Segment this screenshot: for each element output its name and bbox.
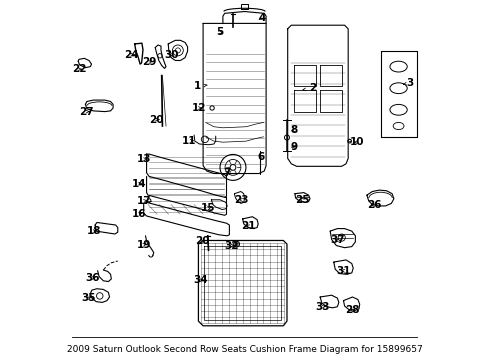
Text: 28: 28 <box>345 305 359 315</box>
Text: 22: 22 <box>72 64 86 74</box>
Text: 16: 16 <box>132 209 146 219</box>
Text: 9: 9 <box>290 142 297 152</box>
Text: 35: 35 <box>81 293 95 303</box>
Text: 4: 4 <box>258 13 265 23</box>
Text: 11: 11 <box>181 136 196 146</box>
Text: 26: 26 <box>366 200 381 210</box>
Text: 24: 24 <box>124 50 139 60</box>
Text: 13: 13 <box>137 154 151 164</box>
Text: 2: 2 <box>303 83 316 93</box>
Text: 36: 36 <box>85 273 100 283</box>
Text: 23: 23 <box>234 195 248 205</box>
Text: 5: 5 <box>216 27 223 37</box>
Text: 27: 27 <box>80 107 94 117</box>
Text: 10: 10 <box>349 137 364 147</box>
Text: 37: 37 <box>330 235 345 246</box>
Text: 29: 29 <box>142 57 156 67</box>
Text: 34: 34 <box>193 275 207 285</box>
Text: 18: 18 <box>86 226 101 236</box>
Text: 33: 33 <box>315 302 329 312</box>
Text: 31: 31 <box>336 266 350 276</box>
Text: 8: 8 <box>290 125 297 135</box>
Text: 21: 21 <box>241 221 256 231</box>
Text: 7: 7 <box>223 168 230 178</box>
Text: 30: 30 <box>164 50 179 60</box>
Text: 19: 19 <box>136 240 151 250</box>
Text: 12: 12 <box>191 103 206 113</box>
Text: 15: 15 <box>201 203 215 213</box>
Text: 32: 32 <box>224 240 238 251</box>
Text: 2009 Saturn Outlook Second Row Seats Cushion Frame Diagram for 15899657: 2009 Saturn Outlook Second Row Seats Cus… <box>66 345 422 354</box>
Text: 6: 6 <box>257 152 264 162</box>
Text: 20: 20 <box>149 114 163 125</box>
Text: 3: 3 <box>403 78 413 88</box>
Text: 25: 25 <box>294 195 309 205</box>
Text: 14: 14 <box>132 179 146 189</box>
Text: 1: 1 <box>194 81 206 91</box>
Text: 17: 17 <box>137 196 151 206</box>
Text: 20: 20 <box>194 236 209 246</box>
